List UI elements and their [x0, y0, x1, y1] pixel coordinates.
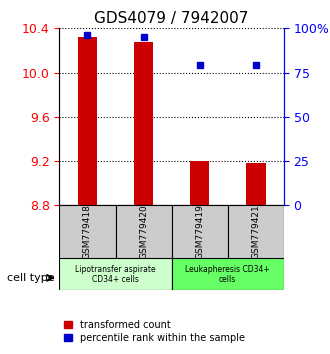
- FancyBboxPatch shape: [172, 205, 228, 258]
- FancyBboxPatch shape: [59, 205, 116, 258]
- Text: Leukapheresis CD34+
cells: Leukapheresis CD34+ cells: [185, 265, 270, 284]
- FancyBboxPatch shape: [172, 258, 284, 290]
- Bar: [78, 37, 97, 205]
- Text: GSM779418: GSM779418: [83, 204, 92, 259]
- Legend: transformed count, percentile rank within the sample: transformed count, percentile rank withi…: [64, 320, 245, 343]
- Text: GSM779421: GSM779421: [251, 205, 260, 259]
- FancyBboxPatch shape: [115, 205, 172, 258]
- FancyBboxPatch shape: [59, 258, 172, 290]
- Bar: [246, 163, 266, 205]
- Text: cell type: cell type: [7, 273, 54, 283]
- Text: GSM779419: GSM779419: [195, 204, 204, 259]
- Text: GSM779420: GSM779420: [139, 205, 148, 259]
- Text: Lipotransfer aspirate
CD34+ cells: Lipotransfer aspirate CD34+ cells: [75, 265, 156, 284]
- Bar: [134, 42, 153, 205]
- Title: GDS4079 / 7942007: GDS4079 / 7942007: [94, 11, 249, 26]
- Bar: [190, 161, 210, 205]
- FancyBboxPatch shape: [228, 205, 284, 258]
